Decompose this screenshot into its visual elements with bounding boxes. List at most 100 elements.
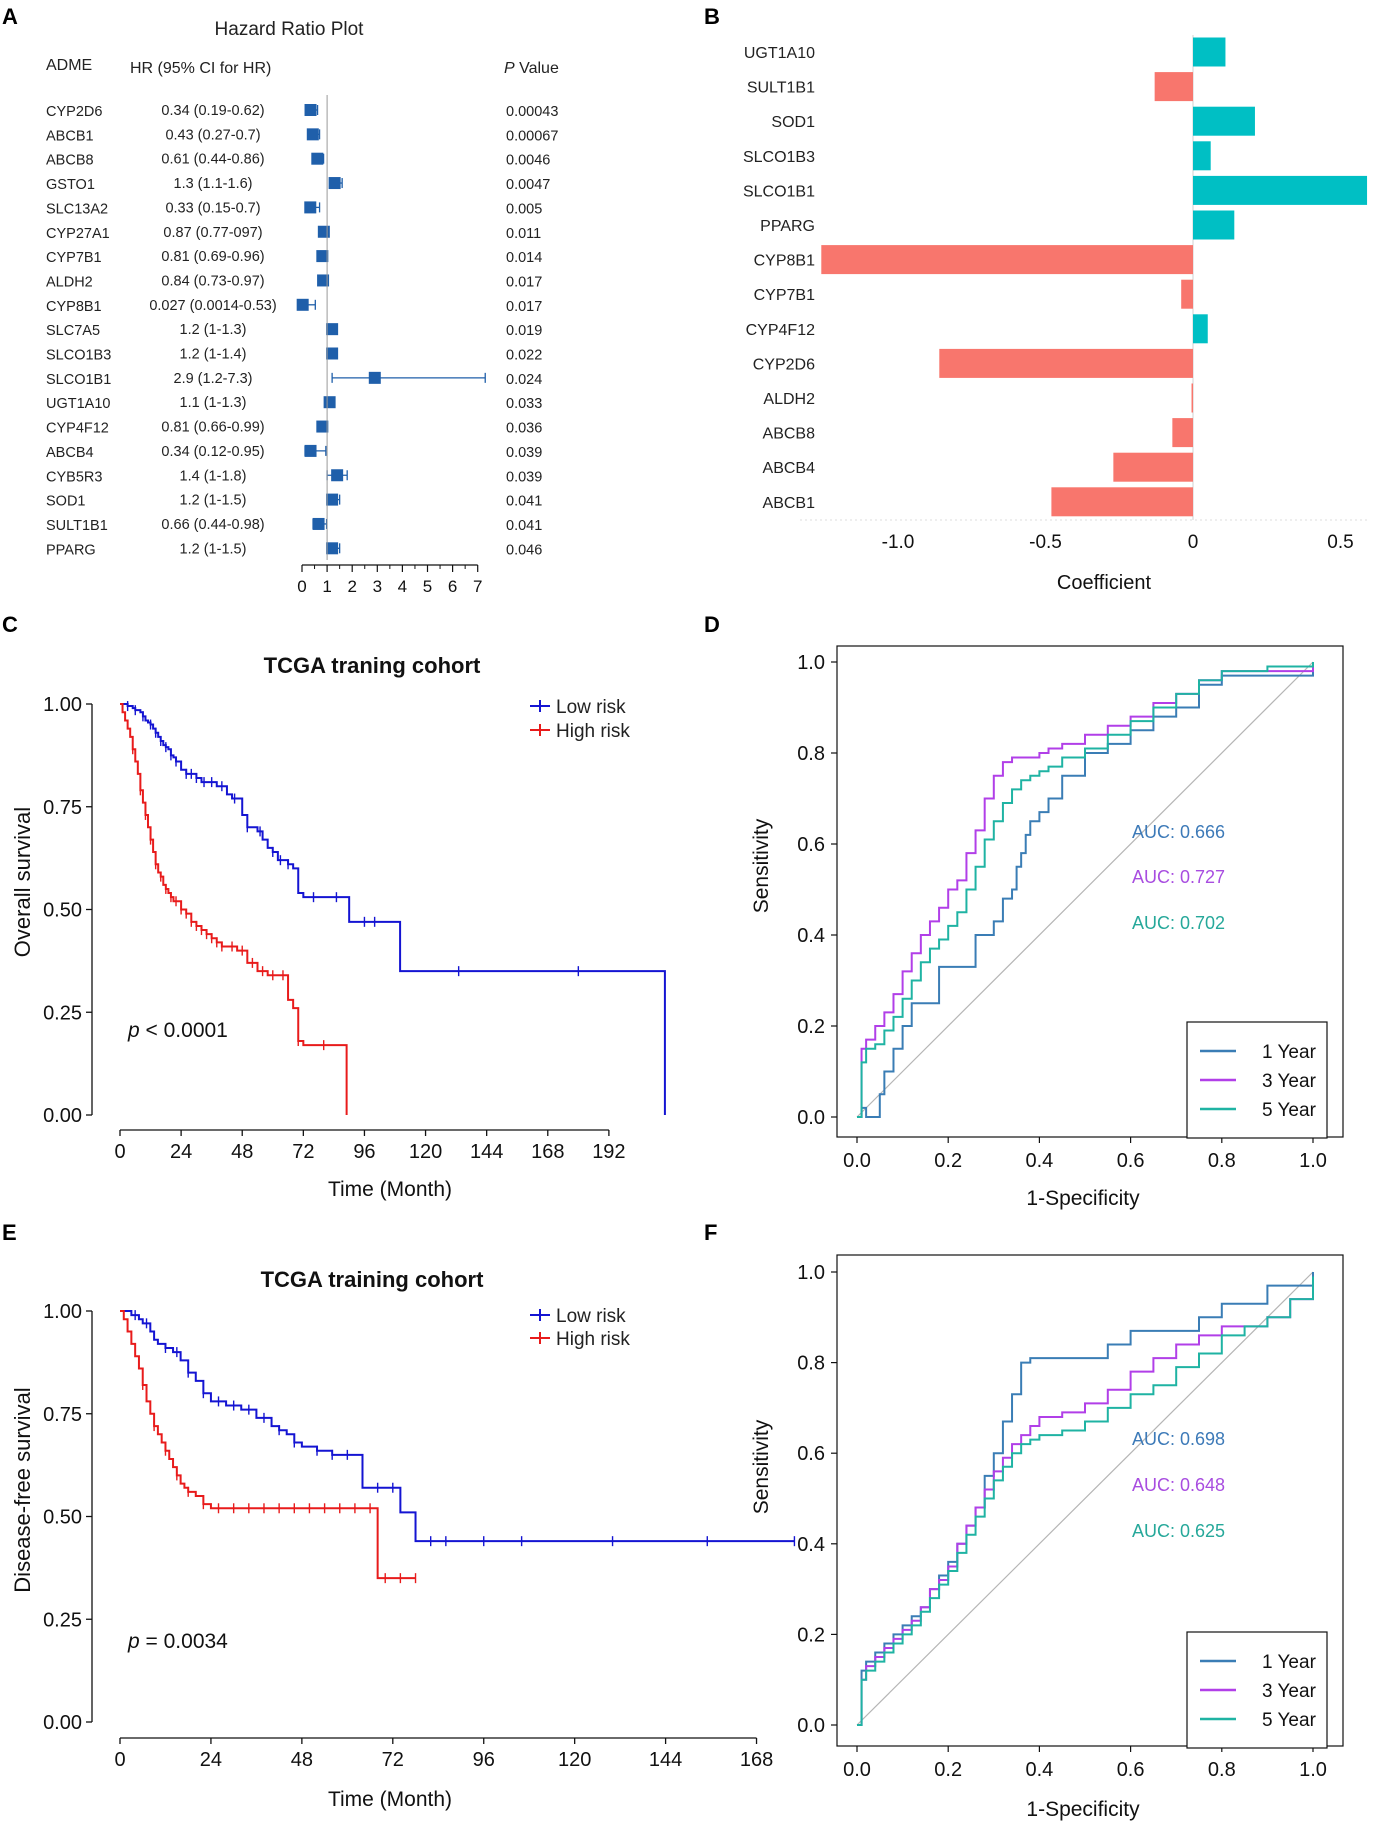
panel-f-roc: Sensitivity 1-Specificity 0.0 0.2 0.4 0.6 0.… [750,1254,1344,1821]
km-y-tick-label: 0.00 [43,1105,82,1127]
forest-col-p-rest: Value [515,60,559,77]
forest-hr-text: 0.84 (0.73-0.97) [161,273,264,289]
forest-hr-point [328,177,341,190]
roc-x-tick-label: 1.0 [1299,1759,1327,1781]
km-e-p-italic: p [127,1630,140,1653]
km-e-legend: Low risk High risk [530,1306,630,1350]
coef-category-label: ABCB8 [763,426,816,443]
forest-hr-text: 0.34 (0.19-0.62) [161,103,264,119]
roc-y-tick-label: 0.2 [797,1624,825,1646]
coef-x-tick-label: -1.0 [882,532,915,553]
forest-hr-point [304,201,317,214]
forest-gene-label: ABCB8 [46,153,94,169]
km-y-tick-label: 0.00 [43,1712,82,1734]
forest-gene-label: SOD1 [46,494,86,510]
forest-hr-text: 1.3 (1.1-1.6) [174,176,253,192]
forest-hr-text: 0.81 (0.69-0.96) [161,249,264,265]
km-y-tick-label: 1.00 [43,1301,82,1323]
roc-diagonal [856,661,1314,1118]
roc-x-tick-label: 0.4 [1025,1150,1053,1172]
forest-col-hr: HR (95% CI for HR) [130,60,271,77]
roc-f-legend: 1 Year 3 Year 5 Year [1186,1631,1328,1749]
roc-x-tick-label: 0.6 [1117,1150,1145,1172]
coef-bar [1154,72,1193,102]
km-x-tick-label: 72 [382,1749,404,1771]
forest-pvalue: 0.041 [506,518,542,534]
forest-hr-point [304,104,317,116]
roc-d-legend-1y: 1 Year [1262,1042,1317,1063]
roc-x-tick-label: 0.2 [934,1150,962,1172]
km-c-ylabel: Overall survival [10,807,35,957]
forest-pvalue: 0.005 [506,201,542,217]
roc-y-tick-label: 0.6 [797,1443,825,1465]
coef-bar [1191,383,1194,413]
roc-d-auc-3y: AUC: 0.727 [1132,867,1225,887]
forest-hr-point [306,128,319,141]
coef-bar [1051,487,1193,517]
forest-pvalue: 0.039 [506,469,542,485]
roc-f-auc-5y: AUC: 0.625 [1132,1521,1225,1541]
coef-bar [1193,210,1235,240]
panel-letter-c: C [2,612,18,637]
km-e-ylabel: Disease-free survival [10,1387,35,1592]
panel-c-km-overall: TCGA traning cohort Overall survival Tim… [10,653,666,1201]
km-c-legend: Low risk High risk [530,697,630,742]
forest-hr-point [316,250,329,263]
roc-y-tick-label: 0.6 [797,834,825,856]
forest-pvalue: 0.033 [506,396,542,412]
coef-category-label: CYP7B1 [754,287,815,304]
roc-diagonal [856,1271,1314,1726]
panel-letter-e: E [2,1220,17,1245]
roc-x-tick-label: 0.0 [843,1150,871,1172]
forest-x-tick-label: 5 [423,577,432,596]
forest-gene-label: ABCB4 [46,445,94,461]
panel-letter-d: D [704,612,720,637]
forest-gene-label: SLCO1B3 [46,348,111,364]
roc-d-auc-1y: AUC: 0.666 [1132,822,1225,842]
coef-category-label: ABCB4 [763,460,816,477]
roc-x-tick-label: 0.4 [1025,1759,1053,1781]
coef-category-label: SULT1B1 [747,80,815,97]
roc-f-auc-1y: AUC: 0.698 [1132,1429,1225,1449]
roc-d-legend: 1 Year 3 Year 5 Year [1186,1021,1328,1139]
km-x-tick-label: 144 [649,1749,682,1771]
km-curve-high-risk [120,703,348,1115]
forest-pvalue: 0.017 [506,274,542,290]
roc-d-auc-5y: AUC: 0.702 [1132,913,1225,933]
km-x-tick-label: 96 [353,1141,375,1163]
coef-category-label: CYP2D6 [753,356,815,373]
forest-col-p: P Value [504,60,559,77]
coef-category-label: SOD1 [771,114,815,131]
forest-gene-label: CYP27A1 [46,226,110,242]
forest-hr-text: 1.2 (1-1.3) [180,322,247,338]
km-e-p-rest: = 0.0034 [140,1630,228,1653]
km-y-tick-label: 0.50 [43,900,82,922]
roc-y-tick-label: 0.0 [797,1107,825,1129]
km-x-tick-label: 48 [291,1749,313,1771]
forest-hr-text: 0.87 (0.77-097) [163,225,262,241]
km-e-xlabel: Time (Month) [328,1788,452,1811]
forest-hr-point [326,347,339,360]
km-x-tick-label: 72 [292,1141,314,1163]
forest-pvalue: 0.011 [506,226,541,242]
forest-hr-point [326,542,339,555]
coef-bar [1172,418,1193,448]
forest-hr-point [311,152,324,165]
panel-letter-b: B [704,4,720,29]
panel-a-forest-plot: Hazard Ratio Plot ADME HR (95% CI for HR… [46,19,559,596]
roc-curve-5-year [857,1276,1314,1726]
forest-hr-text: 0.66 (0.44-0.98) [161,517,264,533]
forest-hr-text: 0.43 (0.27-0.7) [165,127,260,143]
roc-f-ylabel: Sensitivity [750,1419,773,1514]
forest-col-p-italic: P [504,60,515,77]
km-y-tick-label: 0.25 [43,1002,82,1024]
forest-x-tick-label: 1 [322,577,331,596]
roc-f-legend-3y: 3 Year [1262,1681,1317,1702]
forest-gene-label: ALDH2 [46,274,93,290]
coef-category-label: SLCO1B1 [743,183,815,200]
coef-bar [1113,452,1193,482]
km-y-tick-label: 0.50 [43,1507,82,1529]
forest-hr-text: 1.2 (1-1.4) [180,347,247,363]
coef-category-label: UGT1A10 [744,45,815,62]
forest-hr-point [368,371,381,384]
